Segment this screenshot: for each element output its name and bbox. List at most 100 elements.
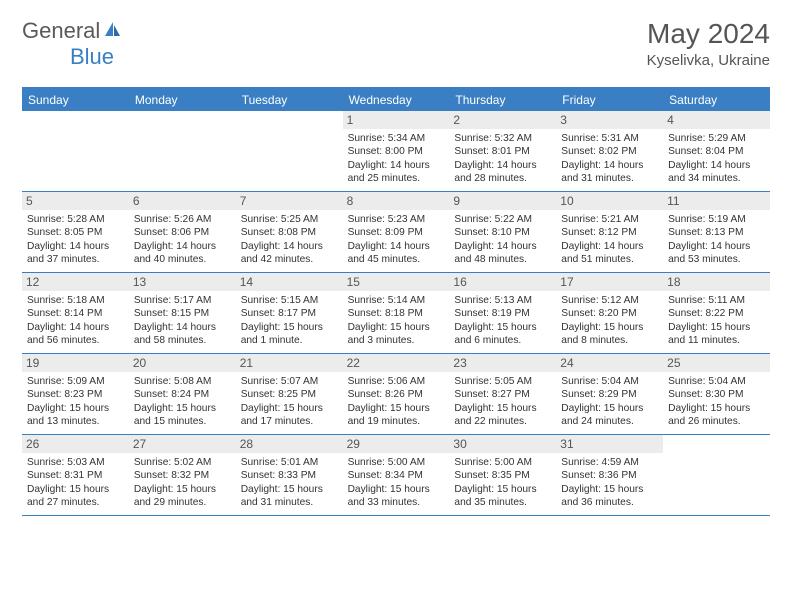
day-cell: 4Sunrise: 5:29 AMSunset: 8:04 PMDaylight… <box>663 111 770 191</box>
day-number: 22 <box>343 354 450 372</box>
logo-blue-wrap: Blue <box>22 44 114 70</box>
day-header: Tuesday <box>236 89 343 111</box>
day-info: Sunrise: 5:15 AMSunset: 8:17 PMDaylight:… <box>241 294 338 347</box>
day-cell: 1Sunrise: 5:34 AMSunset: 8:00 PMDaylight… <box>343 111 450 191</box>
day-number: 24 <box>556 354 663 372</box>
day-number: 29 <box>343 435 450 453</box>
day-number: 27 <box>129 435 236 453</box>
day-info: Sunrise: 5:05 AMSunset: 8:27 PMDaylight:… <box>454 375 551 428</box>
day-info: Sunrise: 5:28 AMSunset: 8:05 PMDaylight:… <box>27 213 124 266</box>
day-header: Friday <box>556 89 663 111</box>
day-info: Sunrise: 5:18 AMSunset: 8:14 PMDaylight:… <box>27 294 124 347</box>
day-info: Sunrise: 5:07 AMSunset: 8:25 PMDaylight:… <box>241 375 338 428</box>
day-info: Sunrise: 5:32 AMSunset: 8:01 PMDaylight:… <box>454 132 551 185</box>
day-cell: 10 Sunrise: 5:21 AMSunset: 8:12 PMDayligh… <box>556 192 663 272</box>
day-header: Wednesday <box>343 89 450 111</box>
day-number: 15 <box>343 273 450 291</box>
week-row: 19Sunrise: 5:09 AMSunset: 8:23 PMDayligh… <box>22 354 770 435</box>
day-cell: 25 Sunrise: 5:04 AMSunset: 8:30 PMDayligh… <box>663 354 770 434</box>
day-info: Sunrise: 5:12 AMSunset: 8:20 PMDaylight:… <box>561 294 658 347</box>
day-info: Sunrise: 5:21 AMSunset: 8:12 PMDaylight:… <box>561 213 658 266</box>
day-cell: 29 Sunrise: 5:00 AMSunset: 8:34 PMDayligh… <box>343 435 450 515</box>
day-info: Sunrise: 5:00 AMSunset: 8:34 PMDaylight:… <box>348 456 445 509</box>
day-info: Sunrise: 5:26 AMSunset: 8:06 PMDaylight:… <box>134 213 231 266</box>
day-info: Sunrise: 5:11 AMSunset: 8:22 PMDaylight:… <box>668 294 765 347</box>
week-row: 12 Sunrise: 5:18 AMSunset: 8:14 PMDayligh… <box>22 273 770 354</box>
day-cell: 24 Sunrise: 5:04 AMSunset: 8:29 PMDayligh… <box>556 354 663 434</box>
calendar: SundayMondayTuesdayWednesdayThursdayFrid… <box>22 87 770 516</box>
day-number: 25 <box>663 354 770 372</box>
day-info: Sunrise: 5:17 AMSunset: 8:15 PMDaylight:… <box>134 294 231 347</box>
title-block: May 2024 Kyselivka, Ukraine <box>647 18 770 69</box>
day-cell: 14 Sunrise: 5:15 AMSunset: 8:17 PMDayligh… <box>236 273 343 353</box>
day-cell: 5 Sunrise: 5:28 AMSunset: 8:05 PMDaylight… <box>22 192 129 272</box>
day-cell: 22 Sunrise: 5:06 AMSunset: 8:26 PMDayligh… <box>343 354 450 434</box>
location: Kyselivka, Ukraine <box>647 52 770 69</box>
day-number: 1 <box>343 111 450 129</box>
day-cell: 15 Sunrise: 5:14 AMSunset: 8:18 PMDayligh… <box>343 273 450 353</box>
day-info: Sunrise: 5:25 AMSunset: 8:08 PMDaylight:… <box>241 213 338 266</box>
day-number: 12 <box>22 273 129 291</box>
day-number: 2 <box>449 111 556 129</box>
day-info: Sunrise: 5:03 AMSunset: 8:31 PMDaylight:… <box>27 456 124 509</box>
day-number: 14 <box>236 273 343 291</box>
day-number: 18 <box>663 273 770 291</box>
day-cell: 17Sunrise: 5:12 AMSunset: 8:20 PMDayligh… <box>556 273 663 353</box>
day-number: 3 <box>556 111 663 129</box>
day-info: Sunrise: 5:22 AMSunset: 8:10 PMDaylight:… <box>454 213 551 266</box>
day-header: Saturday <box>663 89 770 111</box>
day-cell: 2 Sunrise: 5:32 AMSunset: 8:01 PMDaylight… <box>449 111 556 191</box>
day-info: Sunrise: 5:31 AMSunset: 8:02 PMDaylight:… <box>561 132 658 185</box>
day-number: 4 <box>663 111 770 129</box>
day-number: 13 <box>129 273 236 291</box>
week-row: 1Sunrise: 5:34 AMSunset: 8:00 PMDaylight… <box>22 111 770 192</box>
weeks-container: 1Sunrise: 5:34 AMSunset: 8:00 PMDaylight… <box>22 111 770 516</box>
day-cell: 18 Sunrise: 5:11 AMSunset: 8:22 PMDayligh… <box>663 273 770 353</box>
day-cell: 6 Sunrise: 5:26 AMSunset: 8:06 PMDaylight… <box>129 192 236 272</box>
day-cell: 26 Sunrise: 5:03 AMSunset: 8:31 PMDayligh… <box>22 435 129 515</box>
day-number: 11 <box>663 192 770 210</box>
day-cell: 8Sunrise: 5:23 AMSunset: 8:09 PMDaylight… <box>343 192 450 272</box>
day-cell: 20Sunrise: 5:08 AMSunset: 8:24 PMDayligh… <box>129 354 236 434</box>
day-number: 6 <box>129 192 236 210</box>
day-header: Thursday <box>449 89 556 111</box>
logo-text-blue: Blue <box>70 44 114 69</box>
day-cell: 13 Sunrise: 5:17 AMSunset: 8:15 PMDayligh… <box>129 273 236 353</box>
day-header: Sunday <box>22 89 129 111</box>
day-info: Sunrise: 5:01 AMSunset: 8:33 PMDaylight:… <box>241 456 338 509</box>
day-cell: 21 Sunrise: 5:07 AMSunset: 8:25 PMDayligh… <box>236 354 343 434</box>
month-title: May 2024 <box>647 18 770 50</box>
logo-text-general: General <box>22 18 100 44</box>
day-cell: 19Sunrise: 5:09 AMSunset: 8:23 PMDayligh… <box>22 354 129 434</box>
day-cell: 3 Sunrise: 5:31 AMSunset: 8:02 PMDaylight… <box>556 111 663 191</box>
week-row: 26 Sunrise: 5:03 AMSunset: 8:31 PMDayligh… <box>22 435 770 516</box>
day-cell: 27 Sunrise: 5:02 AMSunset: 8:32 PMDayligh… <box>129 435 236 515</box>
day-number: 26 <box>22 435 129 453</box>
day-info: Sunrise: 5:04 AMSunset: 8:29 PMDaylight:… <box>561 375 658 428</box>
day-number: 16 <box>449 273 556 291</box>
day-cell: 28Sunrise: 5:01 AMSunset: 8:33 PMDayligh… <box>236 435 343 515</box>
day-cell: 16Sunrise: 5:13 AMSunset: 8:19 PMDayligh… <box>449 273 556 353</box>
day-number: 21 <box>236 354 343 372</box>
day-info: Sunrise: 5:04 AMSunset: 8:30 PMDaylight:… <box>668 375 765 428</box>
empty-cell <box>22 111 129 191</box>
empty-cell <box>663 435 770 515</box>
day-info: Sunrise: 5:02 AMSunset: 8:32 PMDaylight:… <box>134 456 231 509</box>
day-headers-row: SundayMondayTuesdayWednesdayThursdayFrid… <box>22 89 770 111</box>
day-cell: 11Sunrise: 5:19 AMSunset: 8:13 PMDayligh… <box>663 192 770 272</box>
day-info: Sunrise: 5:14 AMSunset: 8:18 PMDaylight:… <box>348 294 445 347</box>
day-number: 10 <box>556 192 663 210</box>
day-number: 23 <box>449 354 556 372</box>
day-number: 30 <box>449 435 556 453</box>
sail-icon <box>103 20 123 43</box>
day-cell: 9 Sunrise: 5:22 AMSunset: 8:10 PMDaylight… <box>449 192 556 272</box>
day-info: Sunrise: 5:09 AMSunset: 8:23 PMDaylight:… <box>27 375 124 428</box>
day-info: Sunrise: 5:08 AMSunset: 8:24 PMDaylight:… <box>134 375 231 428</box>
header: General May 2024 Kyselivka, Ukraine <box>22 18 770 69</box>
day-cell: 23 Sunrise: 5:05 AMSunset: 8:27 PMDayligh… <box>449 354 556 434</box>
day-number: 9 <box>449 192 556 210</box>
day-number: 5 <box>22 192 129 210</box>
day-info: Sunrise: 5:06 AMSunset: 8:26 PMDaylight:… <box>348 375 445 428</box>
day-number: 31 <box>556 435 663 453</box>
empty-cell <box>129 111 236 191</box>
